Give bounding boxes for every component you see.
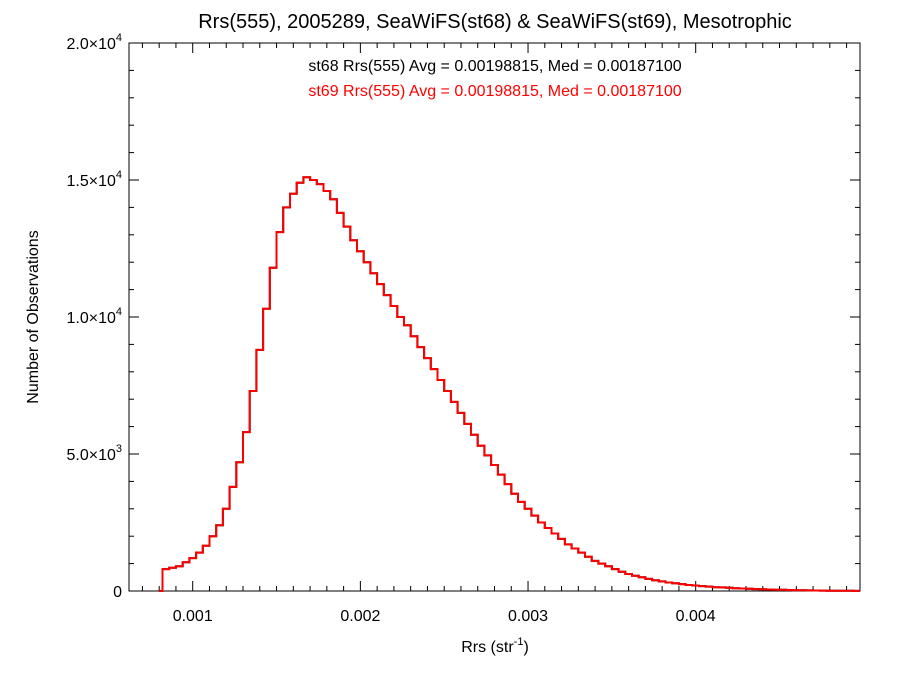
x-tick-label: 0.002 <box>340 608 380 625</box>
y-tick-label: 0 <box>113 584 122 601</box>
y-tick-label: 1.5×104 <box>66 169 122 190</box>
x-axis-label-main: Rrs (str <box>461 639 514 656</box>
chart-title: Rrs(555), 2005289, SeaWiFS(st68) & SeaWi… <box>198 11 792 33</box>
series-layer <box>159 176 860 592</box>
y-tick-exponent: 3 <box>116 443 122 455</box>
x-tick-labels: 0.001 0.002 0.003 0.004 <box>173 608 716 625</box>
y-tick-label: 1.0×104 <box>66 306 122 327</box>
axis-ticks <box>129 42 860 592</box>
y-tick-mantissa: 1.0×10 <box>66 310 115 327</box>
y-tick-label: 2.0×104 <box>66 32 122 53</box>
y-tick-exponent: 4 <box>116 306 122 318</box>
x-tick-label: 0.004 <box>676 608 716 625</box>
y-tick-label: 5.0×103 <box>66 443 122 464</box>
y-tick-exponent: 4 <box>116 32 122 44</box>
x-axis-label-end: ) <box>523 639 528 656</box>
x-tick-label: 0.003 <box>508 608 548 625</box>
y-tick-mantissa: 2.0×10 <box>66 36 115 53</box>
x-axis-label: Rrs (str-1) <box>461 636 529 656</box>
y-tick-mantissa: 1.5×10 <box>66 173 115 190</box>
annotation-st69: st69 Rrs(555) Avg = 0.00198815, Med = 0.… <box>308 83 681 100</box>
y-tick-exponent: 4 <box>116 169 122 181</box>
series-st69-histogram <box>159 176 860 592</box>
y-axis-label: Number of Observations <box>25 230 42 403</box>
x-axis-label-exponent: -1 <box>514 636 524 648</box>
x-tick-label: 0.001 <box>173 608 213 625</box>
annotation-st68: st68 Rrs(555) Avg = 0.00198815, Med = 0.… <box>308 58 681 75</box>
y-tick-mantissa: 5.0×10 <box>66 447 115 464</box>
y-tick-mantissa: 0 <box>113 584 122 601</box>
